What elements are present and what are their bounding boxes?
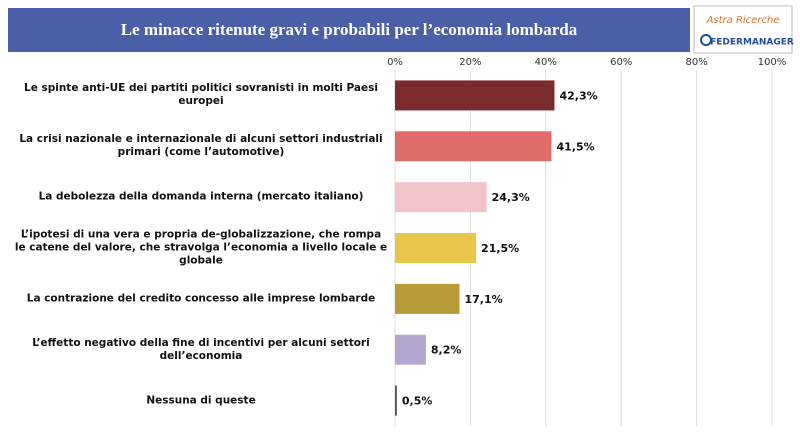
chart-title: Le minacce ritenute gravi e probabili pe… bbox=[121, 20, 578, 39]
category-label: La debolezza della domanda interna (merc… bbox=[38, 190, 364, 203]
bar bbox=[395, 385, 397, 416]
value-label: 41,5% bbox=[556, 140, 594, 153]
bar bbox=[395, 334, 426, 365]
value-label: 17,1% bbox=[464, 293, 502, 306]
category-label: Le spinte anti-UE dei partiti politici s… bbox=[24, 82, 378, 108]
value-label: 42,3% bbox=[559, 89, 597, 102]
x-tick-label: 40% bbox=[535, 57, 557, 68]
value-label: 0,5% bbox=[402, 395, 433, 408]
category-label: Nessuna di queste bbox=[146, 394, 256, 407]
x-tick-label: 100% bbox=[758, 57, 787, 68]
value-label: 24,3% bbox=[492, 191, 530, 204]
logo-brand: Astra Ricerche bbox=[706, 15, 780, 26]
category-label: La crisi nazionale e internazionale di a… bbox=[19, 133, 383, 159]
x-tick-label: 60% bbox=[610, 57, 632, 68]
logo-icon bbox=[700, 34, 712, 46]
x-tick-label: 80% bbox=[685, 57, 707, 68]
title-bar bbox=[8, 8, 690, 52]
x-tick-label: 20% bbox=[459, 57, 481, 68]
x-tick-label: 0% bbox=[387, 57, 403, 68]
bar bbox=[395, 80, 555, 111]
category-label: La contrazione del credito concesso alle… bbox=[26, 292, 376, 305]
value-label: 8,2% bbox=[431, 344, 462, 357]
category-label: L’effetto negativo della fine di incenti… bbox=[32, 336, 370, 362]
bar bbox=[395, 131, 552, 162]
logo-box bbox=[693, 5, 793, 54]
value-label: 21,5% bbox=[481, 242, 519, 255]
category-label: L’ipotesi di una vera e propria de-globa… bbox=[14, 228, 388, 267]
bar bbox=[395, 233, 477, 263]
bar bbox=[395, 182, 487, 213]
bar bbox=[395, 283, 460, 314]
logo-partner: FEDERMANAGER bbox=[710, 38, 794, 48]
